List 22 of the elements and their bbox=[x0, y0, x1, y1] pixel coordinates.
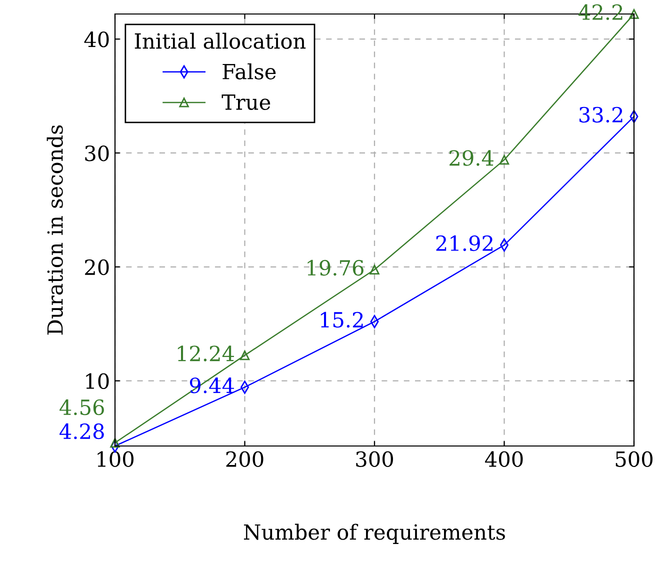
legend-label: False bbox=[222, 63, 276, 80]
data-label: 4.56 bbox=[60, 399, 104, 416]
y-tick-label: 40 bbox=[84, 32, 109, 48]
data-label: 21.92 bbox=[436, 235, 492, 252]
data-label: 4.28 bbox=[60, 423, 104, 440]
data-label: 33.2 bbox=[579, 106, 622, 123]
data-label: 19.76 bbox=[308, 260, 364, 276]
x-tick-label: 400 bbox=[485, 451, 523, 467]
x-tick-label: 100 bbox=[98, 451, 134, 467]
legend-title: Initial allocation bbox=[134, 32, 306, 49]
y-tick-label: 30 bbox=[85, 145, 109, 162]
data-label: 15.2 bbox=[320, 312, 363, 328]
x-tick-label: 200 bbox=[226, 451, 264, 467]
x-tick-label: 300 bbox=[356, 451, 393, 467]
x-tick-label: 500 bbox=[616, 451, 652, 467]
y-tick-label: 10 bbox=[86, 373, 109, 390]
y-tick-label: 20 bbox=[85, 259, 109, 276]
data-label: 29.4 bbox=[450, 150, 494, 166]
y-axis-title: Duration in seconds bbox=[46, 125, 63, 335]
x-axis-title: Number of requirements bbox=[244, 524, 505, 544]
data-label: 12.24 bbox=[178, 346, 234, 362]
legend-label: True bbox=[222, 94, 270, 110]
